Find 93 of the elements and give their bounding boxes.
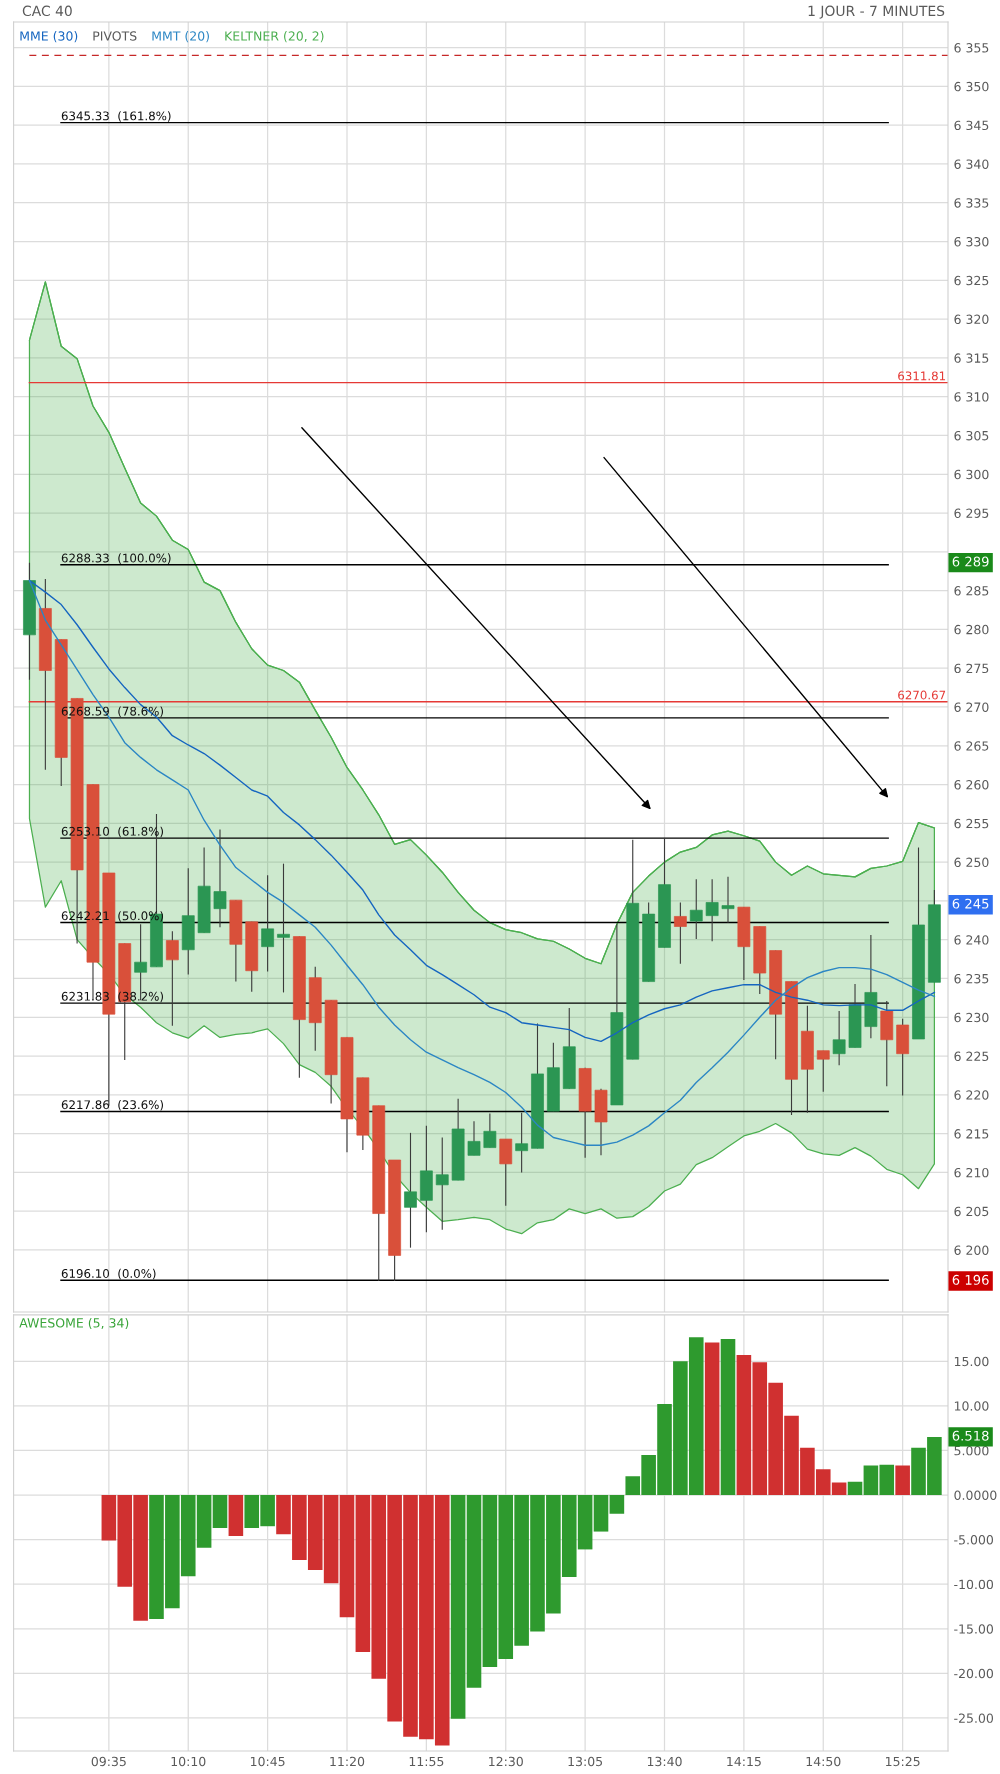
y-tick-label: 6 210 — [954, 1167, 989, 1178]
candlestick — [467, 1120, 481, 1156]
y-tick-label: 6 215 — [954, 1129, 989, 1139]
bar — [450, 1495, 466, 1719]
x-tick-label: 10:10 — [171, 1756, 206, 1767]
y-tick-label: 6 330 — [954, 237, 989, 247]
bar — [466, 1495, 482, 1688]
text: 6 245 — [952, 898, 989, 909]
y-tick-label: 6 280 — [954, 624, 989, 635]
y-tick-label: 6 225 — [954, 1051, 989, 1061]
bar — [593, 1495, 609, 1532]
y-tick-label: 6 275 — [954, 663, 989, 674]
y-tick-label: 6 345 — [954, 120, 989, 131]
y-tick-label: 0.0000 — [954, 1490, 997, 1500]
candlestick — [674, 901, 687, 965]
y-tick-label: 6 255 — [954, 818, 989, 829]
x-tick-label: 13:05 — [568, 1756, 603, 1767]
text: AWESOME (5, 34) — [19, 1317, 129, 1330]
bar — [609, 1495, 625, 1514]
bar — [895, 1465, 910, 1496]
x-tick-label: 10:45 — [250, 1756, 285, 1767]
candlestick — [165, 930, 179, 1027]
candlestick — [721, 876, 735, 924]
ref-line-label: 6270.67 — [898, 690, 946, 700]
candlestick — [515, 1112, 529, 1173]
y-tick-label: 6 305 — [954, 430, 989, 441]
x-tick-label: 14:15 — [727, 1756, 761, 1767]
x-tick-label: 15:25 — [886, 1756, 920, 1767]
chart-subtitle: 1 JOUR - 7 MINUTES — [808, 5, 945, 19]
y-tick-label: 6 320 — [954, 314, 989, 325]
y-tick-label: 6 205 — [954, 1206, 989, 1217]
ref-line-label: 6311.81 — [898, 371, 946, 381]
y-tick-label: -10.00 — [954, 1579, 994, 1590]
bar — [339, 1495, 355, 1618]
y-tick-label: -5.000 — [954, 1535, 994, 1545]
y-tick-label: 6 265 — [954, 741, 989, 751]
y-tick-label: 6 200 — [954, 1245, 989, 1255]
x-tick-label: 09:35 — [91, 1756, 126, 1767]
y-tick-label: 6 315 — [954, 353, 989, 363]
candlestick — [705, 878, 719, 942]
candlestick — [435, 1136, 449, 1231]
text: MMT (20) — [152, 31, 209, 43]
y-tick-label: 6 350 — [954, 81, 989, 92]
ref-line-label: 6345.33 (161.8%) — [61, 111, 171, 122]
candlestick — [832, 1010, 846, 1066]
candlestick — [261, 874, 274, 973]
y-tick-label: 6 260 — [954, 780, 989, 790]
bar — [228, 1495, 244, 1537]
y-tick-label: 6 230 — [954, 1012, 989, 1023]
text: 6 196 — [952, 1274, 989, 1285]
text: KELTNER (20, 2) — [225, 31, 324, 43]
text: 6.518 — [952, 1430, 989, 1441]
ref-line-label: 6288.33 (100.0%) — [61, 553, 171, 564]
ref-line-label: 6196.10 (0.0%) — [61, 1268, 156, 1280]
text: 6 289 — [952, 556, 989, 567]
y-tick-label: -20.00 — [954, 1668, 994, 1679]
chart-title: CAC 40 — [22, 5, 72, 17]
bar — [847, 1481, 863, 1496]
y-tick-label: 6 355 — [954, 43, 989, 53]
y-tick-label: 10.00 — [954, 1401, 989, 1411]
candlestick — [213, 828, 227, 928]
y-tick-label: 6 220 — [954, 1090, 989, 1100]
bar — [212, 1495, 228, 1529]
text: MME (30) — [20, 31, 78, 43]
y-tick-label: 6 325 — [954, 275, 989, 286]
x-tick-label: 11:20 — [330, 1756, 365, 1767]
y-tick-label: 6 250 — [954, 857, 989, 868]
candlestick — [483, 1112, 497, 1149]
y-tick-label: 6 270 — [954, 702, 989, 712]
y-tick-label: -15.00 — [954, 1624, 994, 1634]
x-tick-label: 12:30 — [489, 1756, 523, 1767]
candlestick — [404, 1132, 417, 1249]
y-tick-label: 6 295 — [954, 508, 989, 518]
y-tick-label: 6 310 — [954, 392, 989, 402]
candlestick — [816, 1050, 830, 1093]
y-tick-label: 6 235 — [954, 973, 989, 984]
x-tick-label: 13:40 — [647, 1756, 682, 1767]
x-tick-label: 14:50 — [806, 1756, 841, 1767]
ref-line-label: 6217.86 (23.6%) — [61, 1100, 163, 1111]
y-tick-label: 6 340 — [954, 159, 989, 169]
y-tick-label: 5.000 — [954, 1445, 989, 1456]
candlestick — [277, 863, 290, 994]
y-tick-label: 6 300 — [954, 469, 989, 480]
y-tick-label: -25.00 — [954, 1713, 994, 1723]
y-tick-label: 15.00 — [954, 1356, 989, 1367]
bar — [720, 1338, 736, 1496]
candlestick — [689, 878, 703, 940]
y-tick-label: 6 335 — [954, 198, 989, 208]
y-tick-label: 6 285 — [954, 586, 989, 596]
bar — [704, 1342, 720, 1496]
y-tick-label: 6 240 — [954, 935, 989, 945]
x-tick-label: 11:55 — [409, 1756, 444, 1767]
legend-title: PIVOTS — [93, 31, 137, 41]
